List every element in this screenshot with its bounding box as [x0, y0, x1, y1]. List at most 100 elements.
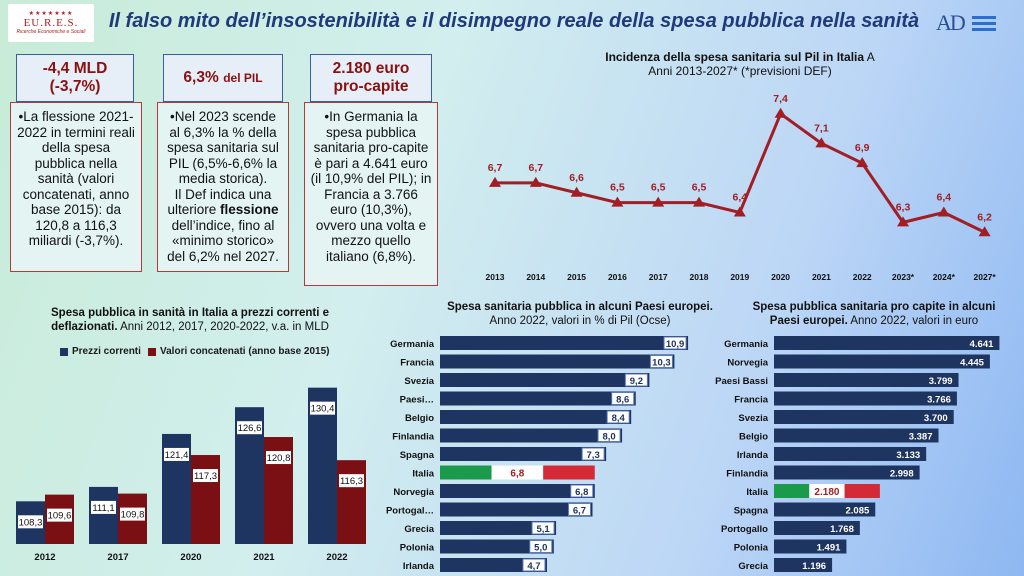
bar-label-box — [531, 521, 555, 535]
bar-value-label: 121,4 — [165, 450, 189, 461]
bar — [774, 428, 939, 443]
bar-label-bg — [266, 451, 291, 465]
legend-label: Prezzi correnti — [72, 346, 141, 357]
bar-label-bg — [193, 469, 218, 483]
category-label: Svezia — [404, 376, 434, 387]
data-point-marker — [774, 107, 787, 118]
data-label: 6,7 — [488, 162, 503, 174]
bar-label-bg — [47, 508, 72, 522]
logo-text: EU.R.E.S. — [23, 17, 79, 29]
flag-bar-red — [844, 484, 880, 498]
bar — [191, 455, 220, 544]
data-label: 7,4 — [773, 93, 788, 105]
x-tick-label: 2022 — [853, 272, 872, 282]
bar — [440, 373, 650, 387]
bar-value-label: 3.700 — [924, 413, 948, 424]
bar — [440, 484, 595, 498]
kpi-text-box-1: •La flessione 2021-2022 in termini reali… — [10, 102, 142, 272]
bar-value-label: 7,3 — [587, 450, 600, 461]
category-label: Norvegia — [393, 487, 434, 498]
pil-bar-chart-title: Spesa sanitaria pubblica in alcuni Paesi… — [430, 300, 730, 328]
category-label: Finlandia — [726, 469, 768, 480]
bar — [440, 391, 636, 406]
grouped-bar-subtitle: Anni 2012, 2017, 2020-2022, v.a. in MLD — [120, 321, 329, 333]
kpi-value-box-2: 6,3% del PIL — [163, 54, 283, 102]
bar-label-bg — [120, 507, 145, 521]
bar-value-label: 117,3 — [194, 471, 217, 482]
bar-value-label: 116,3 — [340, 476, 363, 487]
category-label: Italia — [412, 469, 434, 480]
bar-label-bg — [237, 421, 262, 435]
procapite-bar-subtitle: Anno 2022, valori in euro — [850, 315, 979, 327]
bar-label-box — [663, 336, 687, 350]
bar-value-label: 5,0 — [534, 543, 547, 554]
procapite-bar-title-text: Spesa pubblica sanitaria pro capite in a… — [752, 301, 996, 327]
kpi-text-box-2: •Nel 2023 scende al 6,3% la % della spes… — [157, 102, 289, 272]
kpi-text: •La flessione 2021-2022 in termini reali… — [17, 109, 135, 248]
kpi-text-b: Il Def indica una ulteriore — [167, 186, 272, 218]
category-label: Irlanda — [403, 561, 435, 572]
data-label: 6,5 — [692, 182, 707, 194]
data-label: 6,6 — [569, 172, 584, 184]
category-label: Finlandia — [392, 432, 434, 443]
bar — [774, 391, 957, 406]
flag-bar-green — [774, 484, 810, 498]
bar-value-label: 9,2 — [630, 376, 643, 387]
x-tick-label: 2013 — [486, 272, 505, 282]
category-label: Francia — [400, 358, 435, 369]
bar-label-bg — [339, 474, 364, 488]
procapite-bar-chart-title: Spesa pubblica sanitaria pro capite in a… — [744, 300, 1004, 328]
category-label: Paesi Bassi — [715, 376, 768, 387]
x-tick-label: 2022 — [326, 552, 347, 563]
data-label: 6,5 — [610, 182, 625, 194]
bar-value-label: 4,7 — [527, 561, 540, 572]
bar-value-label: 108,3 — [19, 517, 43, 528]
adc-logo: AD — [936, 8, 1008, 42]
category-label: Belgio — [739, 432, 768, 443]
bar-value-label: 2.998 — [890, 469, 914, 480]
logo-subtext: Ricerche Economiche e Sociali — [16, 29, 86, 35]
data-point-marker — [611, 196, 624, 207]
bar-label-box — [597, 429, 621, 442]
flag-bar-green — [440, 465, 492, 480]
bar — [440, 521, 557, 535]
bar-value-label: 1.491 — [817, 543, 841, 554]
bar — [440, 502, 593, 517]
category-label: Spagna — [734, 506, 769, 517]
kpi-text: •In Germania la spesa pubblica sanitaria… — [310, 109, 432, 264]
x-tick-label: 2017 — [649, 272, 668, 282]
data-point-marker — [978, 226, 991, 237]
x-tick-label: 2018 — [690, 272, 709, 282]
bar-label-bg — [91, 500, 116, 514]
adc-logo-text: AD — [936, 10, 966, 35]
line-chart-title: Incidenza della spesa sanitaria sul Pil … — [540, 50, 940, 78]
bar-label-box — [581, 447, 605, 461]
bar-label-bg — [164, 447, 189, 461]
line-chart-subtitle: Anni 2013-2027* (*previsioni DEF) — [648, 64, 832, 78]
pil-bar-subtitle: Anno 2022, valori in % di Pil (Ocse) — [489, 315, 671, 327]
bar — [774, 373, 959, 387]
data-label: 6,9 — [855, 142, 870, 154]
bar — [774, 465, 920, 480]
bar-value-label: 6,7 — [573, 506, 586, 517]
kpi-value: 6,3% — [183, 69, 219, 86]
bar-label-box — [570, 484, 594, 498]
bar — [774, 447, 927, 461]
bar-value-label: 120,8 — [267, 453, 291, 464]
pil-bar-chart: Germania 10,9 Francia 10,3 Svezia 9,2 Paesi… 8,… — [386, 336, 689, 572]
bar-label-box — [611, 392, 635, 405]
category-label: Portogallo — [721, 524, 768, 535]
legend-label: Valori concatenati (anno base 2015) — [160, 346, 330, 357]
bar — [774, 558, 833, 572]
procapite-bar-chart: Germania 4.641 Norvegia 4.445 Paesi Bassi 3.7… — [715, 336, 1000, 572]
kpi-value-box-1: -4,4 MLD (-3,7%) — [16, 54, 134, 102]
bar — [440, 354, 675, 369]
pil-bar-title-text: Spesa sanitaria pubblica in alcuni Paesi… — [447, 301, 713, 313]
bar-label-bg — [310, 401, 335, 415]
bar-label-box — [529, 540, 553, 553]
category-label: Polonia — [734, 543, 769, 554]
kpi-value: 2.180 euro — [332, 60, 410, 77]
bar-value-label: 109,8 — [121, 510, 145, 521]
data-point-marker — [897, 216, 909, 227]
x-tick-label: 2021 — [812, 272, 831, 282]
